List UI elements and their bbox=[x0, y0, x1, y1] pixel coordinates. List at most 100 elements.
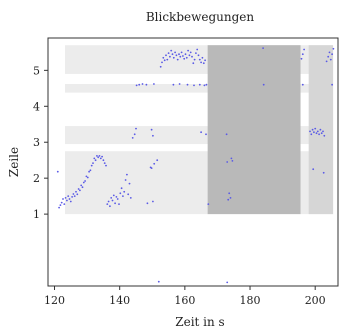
data-point bbox=[226, 281, 229, 284]
data-point bbox=[109, 205, 111, 208]
data-point bbox=[103, 162, 106, 165]
row-band-1 bbox=[65, 84, 333, 93]
data-point bbox=[309, 130, 311, 133]
data-point bbox=[198, 58, 201, 61]
data-point bbox=[207, 203, 210, 206]
data-point bbox=[72, 193, 75, 195]
data-point bbox=[162, 56, 165, 59]
data-point bbox=[92, 162, 94, 165]
x-tick-label: 120 bbox=[44, 294, 65, 307]
data-point bbox=[85, 175, 88, 178]
data-point bbox=[198, 83, 201, 86]
data-point bbox=[185, 56, 188, 59]
data-point bbox=[165, 54, 167, 57]
data-point bbox=[82, 181, 85, 184]
data-point bbox=[159, 65, 162, 68]
data-point bbox=[225, 133, 228, 136]
data-point bbox=[227, 198, 230, 201]
data-point bbox=[204, 59, 207, 62]
data-point bbox=[172, 56, 175, 59]
data-point bbox=[66, 199, 68, 202]
data-point bbox=[102, 159, 105, 162]
x-tick-label: 160 bbox=[174, 294, 195, 307]
data-point bbox=[107, 200, 110, 203]
data-point bbox=[80, 184, 83, 187]
data-point bbox=[96, 155, 98, 157]
data-point bbox=[120, 187, 123, 190]
data-point bbox=[313, 131, 315, 134]
data-point bbox=[71, 196, 73, 198]
data-point bbox=[123, 190, 126, 193]
data-point bbox=[176, 58, 179, 61]
data-point bbox=[84, 180, 86, 182]
data-point bbox=[303, 48, 305, 51]
plot-area bbox=[47, 37, 339, 287]
data-point bbox=[131, 137, 134, 139]
data-point bbox=[312, 168, 315, 171]
data-point bbox=[170, 49, 173, 52]
data-point bbox=[178, 83, 181, 85]
data-point bbox=[178, 53, 180, 56]
data-point bbox=[99, 157, 102, 160]
y-tick-label: 4 bbox=[33, 100, 40, 113]
data-point bbox=[195, 52, 197, 54]
data-point bbox=[196, 48, 199, 51]
data-point bbox=[205, 133, 207, 136]
data-point bbox=[163, 59, 166, 62]
data-point bbox=[314, 127, 317, 130]
data-point bbox=[183, 57, 186, 60]
data-point bbox=[106, 203, 109, 206]
data-point bbox=[115, 196, 118, 198]
data-point bbox=[105, 164, 107, 167]
y-axis-label: Zeile bbox=[7, 147, 21, 177]
data-point bbox=[67, 195, 70, 198]
data-point bbox=[179, 55, 182, 58]
data-point bbox=[146, 202, 149, 205]
data-point bbox=[119, 192, 122, 195]
data-point bbox=[262, 83, 265, 86]
data-point bbox=[68, 198, 71, 200]
data-point bbox=[76, 193, 79, 196]
data-point bbox=[161, 61, 163, 64]
data-point bbox=[60, 201, 63, 204]
data-point bbox=[197, 54, 200, 57]
data-point bbox=[93, 157, 96, 160]
data-point bbox=[311, 128, 314, 131]
data-point bbox=[166, 58, 169, 61]
data-point bbox=[145, 83, 148, 86]
data-point bbox=[118, 203, 120, 206]
data-point bbox=[59, 204, 62, 207]
data-point bbox=[193, 58, 196, 61]
data-point bbox=[58, 206, 60, 209]
data-point bbox=[75, 190, 77, 193]
data-point bbox=[301, 53, 304, 56]
shaded-intervals bbox=[207, 45, 334, 215]
data-point bbox=[86, 176, 89, 179]
data-point bbox=[186, 83, 189, 86]
data-point bbox=[332, 47, 335, 50]
data-point bbox=[152, 200, 154, 203]
data-point bbox=[90, 164, 93, 167]
data-point bbox=[322, 130, 324, 133]
data-point bbox=[201, 56, 204, 59]
data-point bbox=[135, 127, 137, 130]
data-point bbox=[182, 55, 184, 57]
data-point bbox=[323, 134, 326, 137]
data-point bbox=[205, 83, 208, 86]
data-point bbox=[97, 156, 100, 159]
shaded-interval-0 bbox=[207, 45, 301, 215]
data-point bbox=[315, 132, 318, 135]
data-point bbox=[79, 189, 81, 192]
data-point bbox=[200, 131, 203, 134]
data-point bbox=[150, 128, 153, 131]
y-tick-label: 2 bbox=[33, 172, 40, 185]
data-point bbox=[226, 161, 229, 163]
data-point bbox=[229, 197, 232, 199]
data-point bbox=[98, 155, 101, 157]
x-axis-ticks: 120 140 160 180 200 bbox=[44, 286, 326, 307]
data-point bbox=[126, 173, 128, 176]
y-axis-ticks: 1 2 3 4 5 bbox=[33, 64, 48, 221]
data-point bbox=[193, 84, 195, 87]
x-tick-label: 180 bbox=[240, 294, 261, 307]
data-point bbox=[81, 186, 84, 189]
